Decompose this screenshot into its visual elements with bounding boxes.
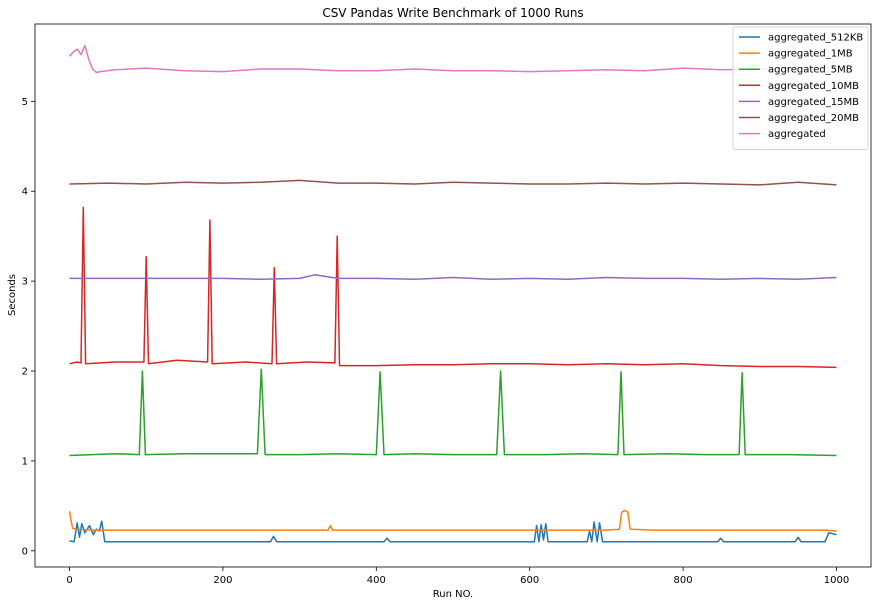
y-axis: 0 1 2 3 4 5 xyxy=(22,97,35,557)
legend-box xyxy=(732,26,869,151)
x-tick-label: 400 xyxy=(367,575,386,586)
series-line-0 xyxy=(69,520,837,543)
legend-label-6: aggregated xyxy=(768,129,826,140)
series-line-5 xyxy=(69,179,837,186)
series-line-3 xyxy=(69,206,837,369)
chart-title: CSV Pandas Write Benchmark of 1000 Runs xyxy=(322,6,583,20)
y-tick-label: 3 xyxy=(22,277,28,288)
y-tick-label: 5 xyxy=(22,97,28,108)
x-tick-label: 800 xyxy=(674,575,693,586)
x-tick-label: 1000 xyxy=(824,575,849,586)
legend-label-0: aggregated_512KB xyxy=(768,33,863,44)
series-line-6 xyxy=(68,44,837,74)
legend-label-2: aggregated_5MB xyxy=(768,65,853,76)
series-line-1 xyxy=(68,509,837,532)
legend-label-3: aggregated_10MB xyxy=(768,81,859,92)
legend-label-4: aggregated_15MB xyxy=(768,97,859,108)
x-tick-label: 200 xyxy=(213,575,232,586)
x-axis-label: Run NO. xyxy=(433,589,473,600)
y-tick-label: 0 xyxy=(22,546,28,557)
y-tick-label: 4 xyxy=(22,187,28,198)
legend-label-1: aggregated_1MB xyxy=(768,49,853,60)
series-line-2 xyxy=(69,368,837,457)
plot-frame xyxy=(34,23,872,568)
y-axis-label: Seconds xyxy=(7,274,18,316)
legend-label-5: aggregated_20MB xyxy=(768,113,859,124)
y-tick-label: 1 xyxy=(22,456,28,467)
y-tick-label: 2 xyxy=(22,367,28,378)
x-axis: 0 200 400 600 800 1000 xyxy=(66,567,849,586)
legend: aggregated_512KB aggregated_1MB aggregated… xyxy=(732,26,869,151)
series-line-4 xyxy=(69,274,837,281)
x-tick-label: 0 xyxy=(66,575,72,586)
plot-area xyxy=(34,23,872,568)
x-tick-label: 600 xyxy=(520,575,539,586)
